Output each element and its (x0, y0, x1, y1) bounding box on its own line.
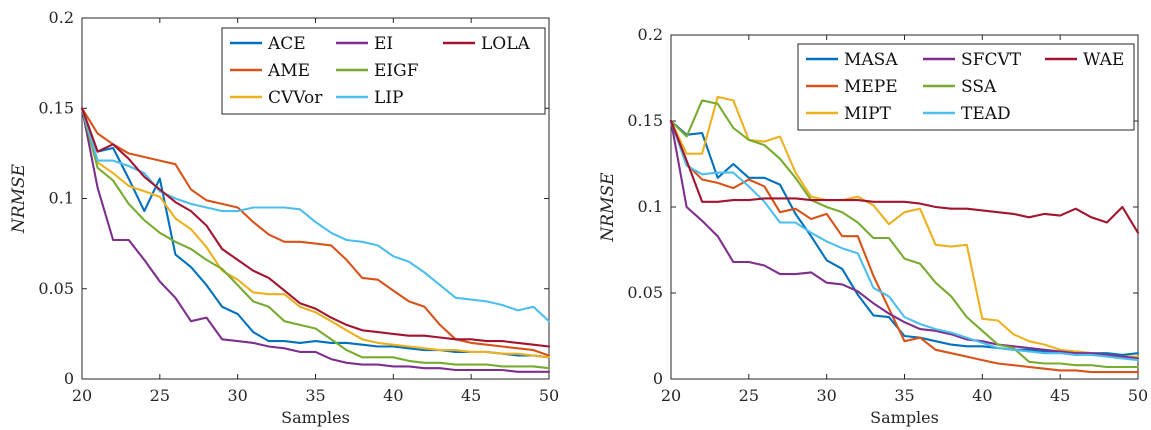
legend-label-ssa: SSA (961, 77, 997, 97)
series-line-ace (80, 107, 551, 359)
legend-box (797, 43, 1135, 131)
x-tick-label: 45 (461, 386, 481, 405)
series-line-eigf (80, 107, 551, 370)
y-tick-label: 0 (653, 369, 663, 388)
legend-label-ace: ACE (267, 34, 306, 54)
x-tick-label: 50 (1128, 386, 1148, 405)
chart-panel-1: 20 25 30 35 40 45 50 0 0.05 0.1 0.15 0.2 Samples NRMS… (9, 8, 559, 427)
legend-label-eigf: EIGF (374, 61, 419, 81)
series-line-ame (80, 107, 551, 357)
legend-label-tead: TEAD (961, 104, 1011, 124)
y-tick-label: 0.05 (38, 279, 74, 298)
x-tick-label: 35 (894, 386, 914, 405)
y-axis-label: NRMSE (598, 172, 618, 243)
x-tick-label: 45 (1050, 386, 1070, 405)
series-line-mepe (669, 119, 1140, 374)
series-line-cvvor (80, 107, 551, 359)
x-tick-label: 25 (150, 386, 170, 405)
x-tick-label: 40 (383, 386, 403, 405)
x-tick-label: 25 (739, 386, 759, 405)
y-tick-label: 0.2 (49, 8, 74, 27)
legend-label-mipt: MIPT (844, 104, 892, 124)
x-tick-label: 50 (539, 386, 559, 405)
series-line-ei (80, 107, 551, 373)
x-tick-label: 40 (972, 386, 992, 405)
legend-label-ame: AME (267, 61, 310, 81)
series-line-tead (669, 119, 1140, 362)
y-tick-label: 0.15 (38, 98, 74, 117)
legend-label-lip: LIP (374, 88, 403, 108)
x-tick-label: 30 (816, 386, 836, 405)
series-line-wae (669, 119, 1140, 234)
series-line-masa (669, 119, 1140, 356)
y-axis-label: NRMSE (9, 163, 29, 234)
x-axis-label: Samples (281, 408, 350, 427)
series-line-sfcvt (669, 119, 1140, 360)
legend-label-masa: MASA (844, 50, 898, 70)
x-axis-label: Samples (870, 408, 939, 427)
y-tick-label: 0.2 (638, 25, 663, 44)
y-tick-label: 0 (64, 369, 74, 388)
legend-label-sfcvt: SFCVT (961, 50, 1022, 70)
x-tick-label: 20 (72, 386, 92, 405)
series-line-ssa (669, 99, 1140, 369)
legend-label-wae: WAE (1083, 50, 1124, 70)
legend-label-ei: EI (374, 34, 393, 54)
legend-label-mepe: MEPE (844, 77, 898, 97)
y-tick-label: 0.1 (638, 197, 663, 216)
x-tick-label: 20 (661, 386, 681, 405)
y-tick-label: 0.15 (627, 111, 663, 130)
series-line-lola (80, 107, 551, 348)
legend: MASA MEPE MIPT SFCVT SSA TEAD WAE (797, 43, 1135, 131)
y-tick-label: 0.05 (627, 283, 663, 302)
y-tick-label: 0.1 (49, 189, 74, 208)
x-tick-label: 30 (227, 386, 247, 405)
legend-box (221, 27, 546, 115)
legend-label-cvvor: CVVor (268, 88, 323, 108)
legend: ACE AME CVVor EI EIGF LIP LOLA (221, 27, 546, 115)
chart-panel-2: 20 25 30 35 40 45 50 0 0.05 0.1 0.15 0.2 Samples NRMS… (598, 25, 1148, 427)
series-line-lip (80, 107, 551, 323)
x-tick-label: 35 (305, 386, 325, 405)
legend-label-lola: LOLA (481, 34, 531, 54)
